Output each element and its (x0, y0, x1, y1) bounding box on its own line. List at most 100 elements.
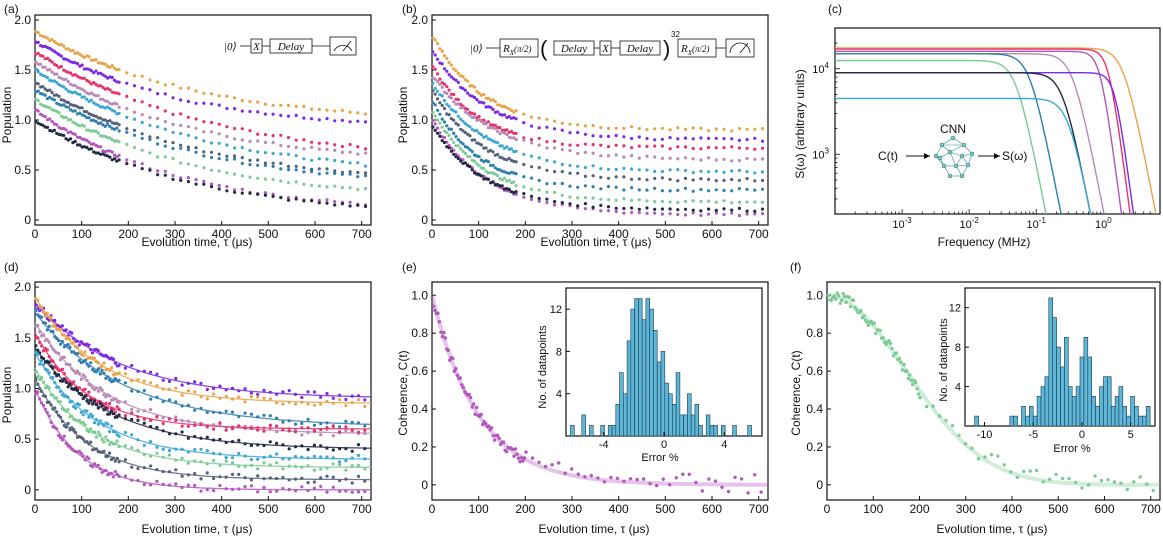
data-point-mauve (344, 429, 348, 433)
data-point (439, 330, 443, 334)
data-point-skyblue (263, 151, 267, 155)
data-point-skyblue (36, 70, 40, 74)
data-point-slate (59, 98, 63, 102)
data-point-skyblue (325, 157, 329, 161)
data-point-magenta (262, 485, 266, 490)
data-point-mauve (331, 434, 335, 438)
data-point-slate (306, 481, 310, 485)
data-point-purple (156, 92, 160, 96)
data-point (530, 456, 535, 460)
data-point-mint (714, 200, 718, 204)
data-point-orange (43, 314, 48, 318)
data-point-mauve (79, 377, 83, 381)
data-point-orange (493, 100, 497, 104)
data-point-mauve (683, 156, 688, 160)
histogram-bar (619, 372, 624, 437)
data-point-magenta (155, 479, 159, 483)
data-point (1093, 474, 1097, 478)
data-point-steel (47, 324, 51, 328)
spectrum-line-orange (835, 47, 1157, 214)
data-point-mauve (59, 76, 63, 80)
data-point-skyblue (199, 447, 203, 451)
y-tick-label: 0.4 (806, 402, 823, 416)
data-point-mint (57, 111, 61, 115)
data-point-steel (333, 171, 337, 175)
data-point-orange (217, 94, 221, 98)
data-point (518, 459, 522, 464)
data-point-pink (41, 54, 45, 58)
data-point-pink (714, 146, 718, 150)
data-point-purple (117, 80, 121, 84)
data-point-skyblue (653, 169, 657, 173)
data-point-mint (560, 193, 564, 197)
data-point-mint (479, 166, 483, 170)
data-point-purple (271, 112, 275, 116)
data-point (521, 459, 525, 463)
data-point (452, 369, 456, 373)
data-point-orange (509, 108, 514, 113)
data-point-steel (668, 189, 672, 193)
data-point-mint (333, 184, 337, 188)
data-point-steel (77, 358, 81, 363)
data-point-purple (36, 40, 40, 44)
data-point-slate (456, 123, 460, 127)
data-point-magenta (691, 211, 695, 215)
data-point-pink (171, 112, 175, 116)
data-point-navy (87, 401, 91, 405)
data-point (996, 454, 1000, 458)
data-point-slate (108, 119, 112, 123)
data-point-pink (55, 63, 59, 68)
data-point-orange (431, 36, 435, 40)
data-point-slate (433, 92, 437, 96)
x-tick-exponent: -3 (905, 216, 913, 225)
data-point-slate (312, 480, 316, 484)
circuit-b-rx-gate-1 (499, 38, 539, 58)
data-point-navy (156, 173, 160, 177)
data-point-steel (249, 412, 253, 416)
data-point-navy (209, 185, 214, 189)
data-point-mauve (760, 157, 765, 161)
data-point (1015, 475, 1019, 479)
data-point (495, 433, 500, 437)
data-point-purple (568, 131, 572, 135)
data-point-skyblue (660, 169, 665, 174)
data-point-mauve (452, 100, 456, 104)
x-tick-base: 10 (892, 219, 904, 231)
panel-a-xlabel: Evolution time, τ (μs) (141, 235, 252, 249)
data-point-purple (225, 106, 229, 111)
network-node (953, 163, 959, 169)
data-point-purple (60, 324, 64, 328)
data-point-pink (156, 105, 160, 109)
data-point-pink (224, 428, 228, 432)
data-point-navy (75, 143, 80, 147)
data-point-pink (338, 430, 342, 434)
data-point-purple (699, 136, 703, 140)
data-point-slate (356, 170, 360, 175)
data-point-orange (699, 126, 703, 130)
x-tick-label: 0 (32, 502, 39, 516)
data-point-skyblue (449, 107, 453, 111)
data-point-magenta (442, 135, 447, 140)
data-point-slate (583, 174, 588, 178)
data-point-slate (676, 179, 680, 183)
data-point-steel (760, 187, 765, 191)
data-point-orange (149, 381, 153, 385)
data-point-navy (454, 155, 458, 159)
data-point-pink (512, 131, 516, 135)
data-point-mint (155, 451, 159, 455)
data-point-mint (69, 117, 73, 122)
data-point-navy (294, 197, 298, 201)
data-point (1125, 487, 1130, 492)
data-point (759, 490, 763, 494)
data-point-slate (537, 166, 541, 170)
data-point-magenta (760, 212, 765, 216)
data-point-pink (82, 76, 86, 80)
data-point-magenta (112, 153, 117, 157)
data-point-purple (599, 134, 603, 138)
data-point-mint (225, 171, 229, 175)
data-point-mauve (433, 77, 437, 81)
data-point-steel (40, 315, 44, 319)
data-point-orange (545, 117, 549, 121)
data-point-mint (233, 172, 237, 176)
